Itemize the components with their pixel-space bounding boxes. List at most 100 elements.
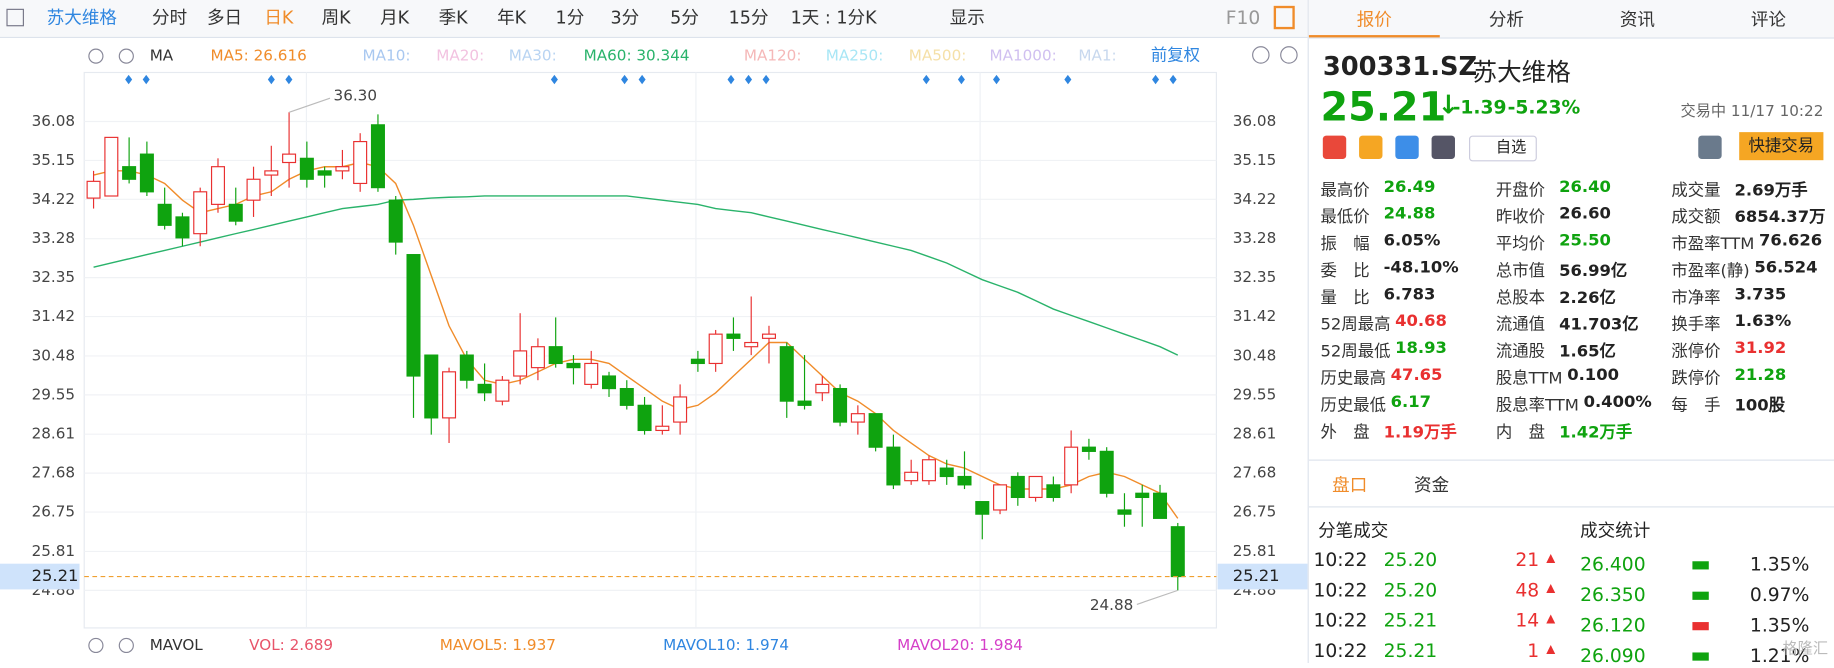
- trade-button[interactable]: 快捷交易: [1739, 132, 1824, 161]
- candle-body: [868, 413, 883, 448]
- trade-price: 25.21: [1383, 639, 1438, 662]
- stat: 换手率 1.63%: [1671, 312, 1791, 335]
- stat-bar: [1692, 652, 1709, 661]
- book-tab[interactable]: 盘口: [1332, 474, 1368, 496]
- stat: 市盈率(静) 56.524: [1671, 258, 1817, 281]
- panel-toggle[interactable]: [1273, 5, 1295, 30]
- period-tab[interactable]: 1分: [556, 9, 585, 29]
- ma-legend-off[interactable]: MA30:: [509, 47, 557, 65]
- trade-arrow: ▲: [1546, 643, 1556, 656]
- stat-value: 1.19万手: [1383, 423, 1457, 442]
- stat-price: 26.400: [1580, 553, 1646, 576]
- stat-label: 量 比: [1320, 288, 1370, 308]
- stock-name: 苏大维格: [47, 9, 118, 29]
- ma-menu[interactable]: MA: [150, 47, 174, 65]
- stock-code: 300331.SZ: [1322, 52, 1478, 82]
- ma-legend-off[interactable]: MA10:: [363, 47, 411, 65]
- status: 交易中 11/17 10:22: [1680, 102, 1824, 121]
- period-tab[interactable]: 年K: [497, 9, 527, 29]
- ma-legend-off[interactable]: MA20:: [436, 47, 484, 65]
- period-tab[interactable]: 多日: [207, 9, 242, 29]
- stat-label: 委 比: [1320, 261, 1370, 281]
- stat-label: 市盈率(静): [1671, 261, 1750, 281]
- quote-tab[interactable]: 评论: [1750, 9, 1786, 31]
- stat-value: 6854.37万: [1734, 208, 1826, 227]
- stat: 总市值 56.99亿: [1496, 258, 1627, 281]
- quote-tab[interactable]: 分析: [1488, 9, 1524, 31]
- ma-legend-off[interactable]: MA1:: [1078, 47, 1116, 65]
- candle-body: [1099, 450, 1114, 494]
- zoom-in[interactable]: [1280, 46, 1298, 64]
- settings-icon[interactable]: [88, 637, 104, 654]
- stat-label: 昨收价: [1495, 208, 1546, 227]
- icon[interactable]: [1322, 135, 1347, 160]
- trade-time: 10:22: [1313, 639, 1368, 662]
- mavol-menu[interactable]: MAVOL: [150, 636, 204, 654]
- quote-tab[interactable]: 报价: [1356, 9, 1392, 31]
- y-tick-label: 36.08: [32, 112, 75, 130]
- stat-label: 流通股: [1495, 342, 1546, 362]
- book-tab[interactable]: 资金: [1414, 474, 1450, 496]
- adjust-button[interactable]: 前复权: [1151, 46, 1200, 65]
- ma-legend-off[interactable]: MA500:: [909, 47, 967, 65]
- period-tab[interactable]: 分时: [152, 9, 187, 29]
- stat-label: 流通值: [1495, 315, 1546, 335]
- stat-value: 26.60: [1559, 204, 1611, 224]
- zoom-out[interactable]: [1252, 46, 1270, 64]
- period-tab[interactable]: 15分: [729, 9, 769, 29]
- stat-value: 2.26亿: [1559, 288, 1616, 308]
- period-tab[interactable]: 季K: [439, 9, 469, 29]
- candle-body: [726, 333, 741, 339]
- stat-value: 0.400%: [1583, 392, 1652, 412]
- ma-legend-off[interactable]: MA120:: [744, 47, 802, 65]
- icon[interactable]: [1395, 135, 1419, 160]
- stat: 外 盘 1.19万手: [1320, 420, 1456, 443]
- period-tab[interactable]: 3分: [611, 9, 640, 29]
- candle-body: [406, 254, 421, 377]
- stat: 振 幅 6.05%: [1320, 232, 1440, 255]
- stat-value: 21.28: [1734, 365, 1787, 385]
- stat-label: 股息率TTM: [1495, 396, 1579, 416]
- candle-body: [1152, 492, 1168, 519]
- stat-value: 26.49: [1383, 177, 1436, 197]
- quote-tab[interactable]: 资讯: [1619, 9, 1655, 31]
- event-markers: [125, 74, 1177, 85]
- period-tab[interactable]: 日K: [264, 9, 294, 29]
- period-tab[interactable]: 月K: [380, 9, 410, 29]
- candle-body: [850, 413, 865, 423]
- icon[interactable]: [1431, 135, 1455, 160]
- ma-legend-off[interactable]: MA1000:: [989, 47, 1056, 65]
- candle-body: [264, 170, 279, 176]
- candle-body: [1081, 446, 1096, 452]
- pct: -5.23%: [1507, 95, 1581, 119]
- candle-body: [1135, 492, 1150, 499]
- chart-area: 苏大维格 分时 多日 日K 周K 月K 季K 年K 1分 3分 5分 15分 1天 : 1分K 显示 F10…: [0, 5, 1308, 654]
- candle-body: [282, 153, 297, 164]
- y-tick-label: 33.28: [32, 229, 75, 247]
- period-select[interactable]: 1天 : 1分K: [791, 9, 877, 29]
- close-icon[interactable]: [118, 637, 134, 654]
- trade-volume: 48: [1515, 578, 1540, 602]
- candle-body: [761, 333, 777, 339]
- candle-body: [424, 354, 439, 419]
- f10-button[interactable]: F10: [1226, 8, 1261, 29]
- settings-icon[interactable]: [88, 48, 104, 64]
- icon[interactable]: [1359, 135, 1383, 160]
- price: 25.21: [1320, 84, 1447, 131]
- y-tick-label-right: 35.15: [1233, 151, 1276, 169]
- y-tick-label: 30.48: [32, 346, 75, 364]
- watch-button[interactable]: 自选: [1469, 135, 1537, 162]
- mavol-legend: VOL: 2.689: [249, 636, 333, 654]
- stats-title: 成交统计: [1580, 520, 1651, 542]
- display-menu[interactable]: 显示: [950, 9, 985, 29]
- period-tab[interactable]: 5分: [670, 9, 699, 29]
- trade-arrow: ▲: [1546, 551, 1556, 565]
- sidebar-icon[interactable]: [6, 8, 24, 27]
- stat-value: 40.68: [1395, 312, 1447, 331]
- ma-legend-off[interactable]: MA250:: [826, 47, 884, 65]
- bell[interactable]: [1698, 135, 1722, 160]
- candle-body: [335, 166, 350, 172]
- close-icon[interactable]: [118, 48, 134, 64]
- period-tab[interactable]: 周K: [322, 9, 352, 29]
- y-tick-label: 34.22: [32, 190, 75, 208]
